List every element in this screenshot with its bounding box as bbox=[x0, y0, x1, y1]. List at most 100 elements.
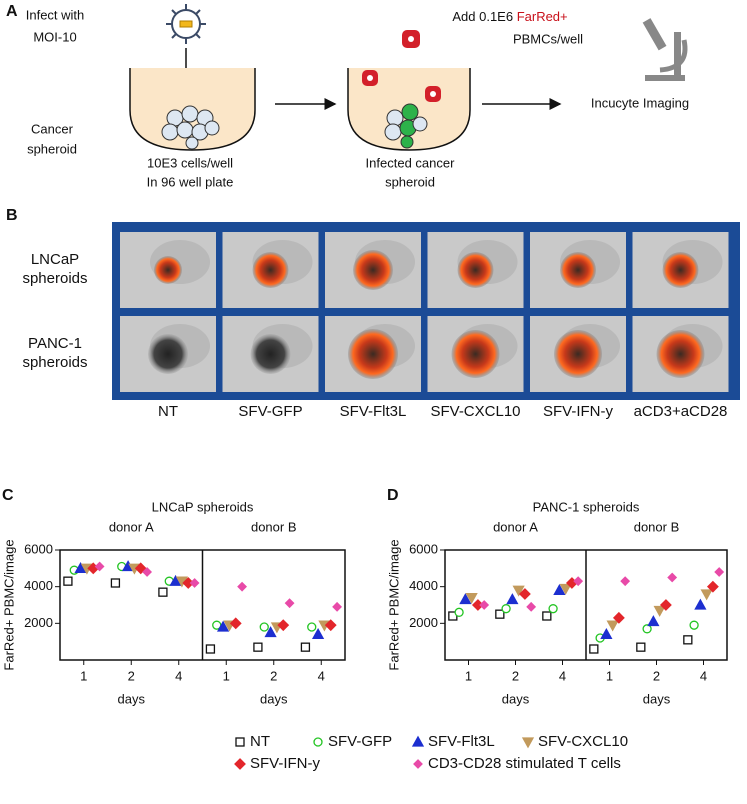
marker bbox=[548, 604, 558, 614]
marker bbox=[518, 588, 531, 600]
marker bbox=[606, 620, 619, 632]
marker bbox=[612, 611, 625, 624]
y-tick-label: 2000 bbox=[409, 615, 438, 630]
marker bbox=[205, 644, 216, 654]
marker bbox=[600, 627, 613, 639]
marker bbox=[216, 620, 230, 632]
virus-icon bbox=[166, 4, 206, 44]
marker bbox=[683, 635, 693, 645]
marker bbox=[636, 642, 646, 652]
marker bbox=[284, 598, 295, 609]
marker bbox=[689, 620, 699, 630]
legend: NT SFV-GFP SFV-Flt3L SFV-CXCL10 SFV-IFN-y CD3… bbox=[234, 733, 628, 772]
column-label: SFV-IFN-y bbox=[543, 403, 613, 420]
marker bbox=[94, 561, 105, 572]
column-label: NT bbox=[158, 403, 178, 420]
group-label: donor B bbox=[634, 519, 680, 534]
marker bbox=[259, 622, 269, 632]
x-tick-label: 4 bbox=[700, 668, 707, 683]
marker bbox=[189, 578, 200, 588]
marker bbox=[495, 609, 505, 619]
y-tick-label: 2000 bbox=[24, 615, 53, 630]
highlight: FarRed+ bbox=[517, 9, 568, 24]
spheroid bbox=[154, 256, 182, 284]
group-label: donor B bbox=[251, 519, 297, 534]
marker bbox=[313, 737, 323, 747]
marker bbox=[642, 624, 652, 634]
x-tick-label: 1 bbox=[80, 668, 87, 683]
marker bbox=[74, 561, 87, 573]
marker bbox=[714, 567, 725, 577]
label: In 96 well plate bbox=[147, 174, 234, 189]
panel-a: A Infect with MOI-10 Cancer spheroid 10E… bbox=[6, 3, 689, 189]
row-label: PANC-1 bbox=[28, 335, 82, 352]
legend-label: SFV-GFP bbox=[328, 733, 392, 750]
marker bbox=[479, 600, 490, 610]
spheroid bbox=[348, 329, 398, 379]
label: 10E3 cells/well bbox=[147, 155, 233, 170]
series bbox=[63, 576, 311, 654]
panel-letter: C bbox=[2, 487, 14, 504]
cell-cluster bbox=[161, 105, 220, 150]
label: Add 0.1E6 bbox=[452, 9, 516, 24]
series bbox=[69, 561, 317, 632]
panel-letter: A bbox=[6, 3, 18, 20]
x-tick-label: 2 bbox=[128, 668, 135, 683]
marker bbox=[110, 578, 121, 588]
chart-title: PANC-1 spheroids bbox=[533, 499, 640, 514]
label: Cancer bbox=[31, 121, 74, 136]
series bbox=[479, 567, 725, 612]
legend-label: SFV-CXCL10 bbox=[538, 733, 628, 750]
column-label: SFV-Flt3L bbox=[340, 403, 407, 420]
spheroid bbox=[451, 330, 500, 378]
label: PBMCs/well bbox=[513, 31, 583, 46]
marker bbox=[324, 619, 337, 632]
group-label: donor A bbox=[493, 519, 538, 534]
marker bbox=[573, 576, 584, 587]
marker bbox=[237, 581, 248, 592]
x-tick-label: 2 bbox=[512, 668, 519, 683]
label: Infected cancer bbox=[366, 155, 456, 170]
marker bbox=[653, 605, 666, 617]
spheroid bbox=[148, 334, 188, 374]
label: spheroid bbox=[27, 141, 77, 156]
marker bbox=[235, 737, 245, 747]
series bbox=[448, 609, 693, 654]
x-axis-label: days bbox=[118, 691, 146, 706]
row-label: spheroids bbox=[22, 354, 87, 371]
y-tick-label: 6000 bbox=[409, 541, 438, 556]
panel-letter: D bbox=[387, 487, 399, 504]
marker bbox=[459, 593, 472, 605]
spheroid bbox=[353, 250, 393, 290]
spheroid bbox=[662, 252, 699, 288]
panel-letter: B bbox=[6, 207, 18, 224]
marker bbox=[411, 735, 425, 747]
marker bbox=[413, 759, 423, 769]
x-tick-label: 1 bbox=[606, 668, 613, 683]
marker bbox=[521, 737, 535, 749]
marker bbox=[526, 601, 537, 612]
x-tick-label: 4 bbox=[318, 668, 325, 683]
legend-label: NT bbox=[250, 733, 270, 750]
marker bbox=[506, 593, 519, 605]
x-axis-label: days bbox=[502, 691, 530, 706]
marker bbox=[311, 627, 325, 639]
x-tick-label: 1 bbox=[223, 668, 230, 683]
marker bbox=[620, 576, 631, 587]
marker bbox=[667, 572, 678, 583]
marker bbox=[300, 642, 311, 652]
marker bbox=[700, 589, 713, 601]
column-label: SFV-CXCL10 bbox=[430, 403, 520, 420]
marker bbox=[589, 644, 599, 654]
group-label: donor A bbox=[109, 519, 154, 534]
column-label: SFV-GFP bbox=[238, 403, 302, 420]
y-axis-label: FarRed+ PBMC/image bbox=[386, 539, 401, 670]
marker bbox=[134, 562, 147, 575]
spheroid bbox=[656, 330, 705, 378]
label: spheroid bbox=[385, 174, 435, 189]
label: Infect with bbox=[26, 7, 85, 22]
marker bbox=[559, 583, 572, 595]
x-tick-label: 4 bbox=[175, 668, 182, 683]
marker bbox=[264, 626, 277, 638]
